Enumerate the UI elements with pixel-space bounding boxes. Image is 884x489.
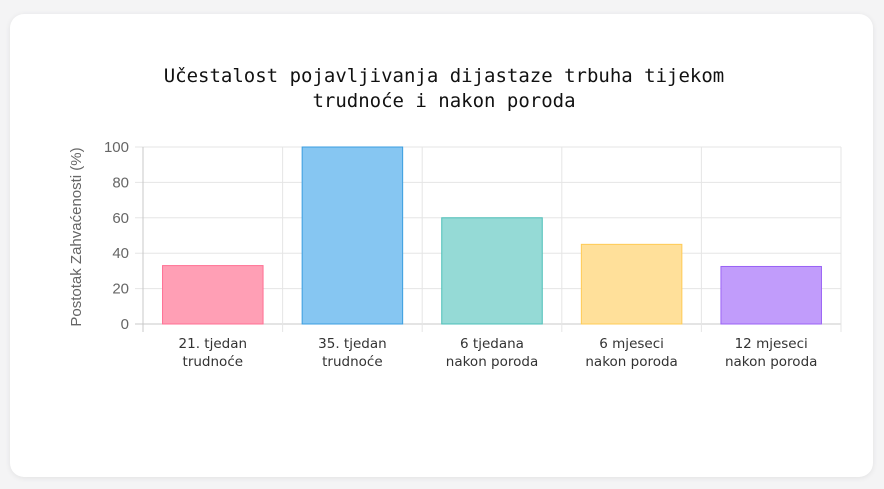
y-tick-label: 80 [112, 174, 129, 191]
bar-3[interactable] [441, 217, 543, 325]
x-tick-label: nakon poroda [725, 354, 817, 370]
x-tick-label: nakon poroda [585, 354, 677, 370]
bars [162, 146, 822, 325]
x-tick-label: 12 mjeseci [735, 336, 808, 352]
bar-1[interactable] [162, 265, 264, 325]
x-tick-label: trudnoće [183, 354, 244, 370]
chart-title-line-1: Učestalost pojavljivanja dijastaze trbuh… [164, 65, 725, 87]
y-tick-label: 60 [112, 210, 129, 227]
y-tick-label: 100 [104, 139, 129, 156]
y-tick-label: 20 [112, 281, 129, 298]
x-axis-ticks: 21. tjedan trudnoće 35. tjedan trudnoće 6 tj… [179, 336, 818, 370]
bar-2[interactable] [301, 146, 404, 325]
x-tick-label: trudnoće [322, 354, 383, 370]
bar-5[interactable] [720, 265, 822, 325]
x-tick-label: 35. tjedan [318, 336, 387, 352]
y-tick-label: 0 [121, 316, 129, 333]
y-tick-label: 40 [112, 245, 129, 262]
x-tick-label: 6 mjeseci [599, 336, 664, 352]
chart-title-line-2: trudnoće i nakon poroda [312, 90, 575, 112]
x-tick-label: nakon poroda [446, 354, 538, 370]
bar-4[interactable] [580, 243, 683, 325]
x-tick-label: 6 tjedana [460, 336, 524, 352]
y-axis-ticks: 0 20 40 60 80 100 [104, 139, 129, 333]
x-tick-label: 21. tjedan [179, 336, 248, 352]
y-axis-label: Postotak Zahvaćenosti (%) [68, 147, 85, 326]
